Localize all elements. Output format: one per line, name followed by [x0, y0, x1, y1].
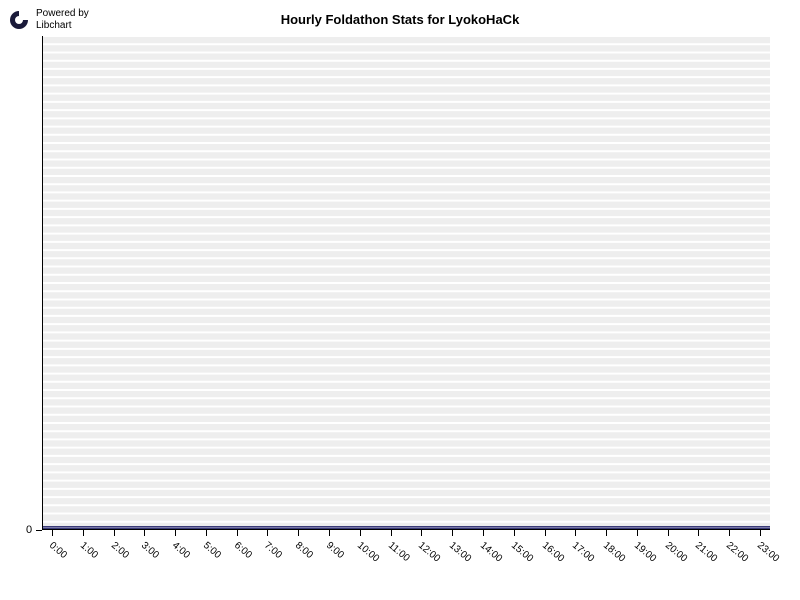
x-tick-mark [360, 530, 361, 536]
x-tick-mark [391, 530, 392, 536]
y-tick-mark [36, 530, 42, 531]
x-tick-label: 0:00 [47, 540, 69, 561]
x-tick-label: 23:00 [755, 540, 781, 565]
x-tick-label: 16:00 [539, 540, 565, 565]
x-tick-mark [329, 530, 330, 536]
bottom-band [43, 526, 770, 529]
x-tick-mark [575, 530, 576, 536]
x-tick-label: 13:00 [447, 540, 473, 565]
x-tick-label: 18:00 [601, 540, 627, 565]
x-tick-label: 20:00 [663, 540, 689, 565]
x-tick-mark [483, 530, 484, 536]
x-tick-label: 6:00 [232, 540, 254, 561]
chart-title: Hourly Foldathon Stats for LyokoHaCk [281, 12, 520, 27]
x-tick-mark [514, 530, 515, 536]
x-tick-label: 10:00 [355, 540, 381, 565]
x-tick-mark [545, 530, 546, 536]
x-tick-mark [668, 530, 669, 536]
y-tick-label: 0 [26, 524, 32, 536]
x-tick-mark [83, 530, 84, 536]
x-tick-mark [175, 530, 176, 536]
x-tick-mark [298, 530, 299, 536]
x-tick-label: 19:00 [632, 540, 658, 565]
x-tick-mark [421, 530, 422, 536]
x-tick-mark [206, 530, 207, 536]
x-tick-mark [698, 530, 699, 536]
x-tick-label: 5:00 [201, 540, 223, 561]
x-tick-label: 7:00 [262, 540, 284, 561]
plot-area [42, 36, 770, 530]
libchart-logo-icon [8, 9, 30, 31]
x-tick-label: 15:00 [509, 540, 535, 565]
x-tick-label: 22:00 [724, 540, 750, 565]
x-tick-label: 17:00 [570, 540, 596, 565]
x-tick-label: 8:00 [293, 540, 315, 561]
x-tick-mark [144, 530, 145, 536]
x-tick-label: 9:00 [324, 540, 346, 561]
logo-area: Powered byLibchart [8, 8, 89, 32]
x-tick-label: 21:00 [693, 540, 719, 565]
x-tick-mark [237, 530, 238, 536]
x-tick-label: 4:00 [170, 540, 192, 561]
x-tick-label: 2:00 [108, 540, 130, 561]
x-tick-mark [729, 530, 730, 536]
x-tick-label: 1:00 [78, 540, 100, 561]
x-tick-mark [606, 530, 607, 536]
x-tick-mark [52, 530, 53, 536]
x-tick-label: 3:00 [139, 540, 161, 561]
x-tick-mark [114, 530, 115, 536]
x-tick-label: 12:00 [416, 540, 442, 565]
x-tick-mark [760, 530, 761, 536]
x-tick-mark [637, 530, 638, 536]
plot-background [43, 36, 770, 529]
x-axis-labels: 0:00 1:00 2:00 3:00 4:00 5:00 6:00 7:00 8:00 9:00… [42, 534, 770, 594]
x-tick-mark [452, 530, 453, 536]
x-tick-label: 11:00 [386, 540, 412, 564]
logo-text: Powered byLibchart [36, 8, 89, 32]
x-tick-mark [267, 530, 268, 536]
bottom-band-inner [43, 527, 770, 528]
x-tick-label: 14:00 [478, 540, 504, 565]
